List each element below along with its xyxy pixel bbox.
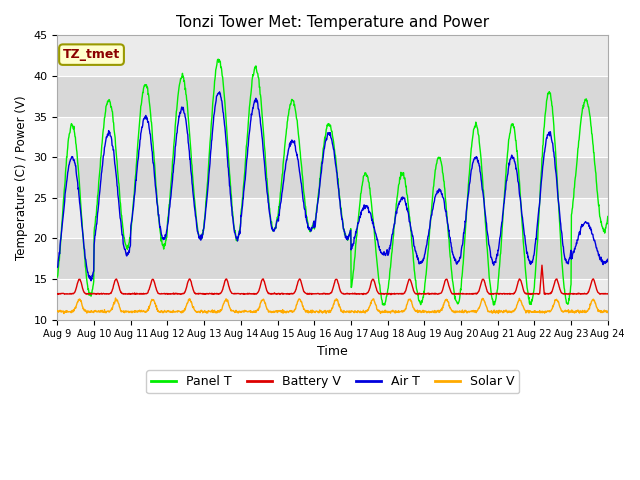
X-axis label: Time: Time — [317, 345, 348, 358]
Bar — [58, 117, 608, 157]
Legend: Panel T, Battery V, Air T, Solar V: Panel T, Battery V, Air T, Solar V — [146, 370, 519, 393]
Bar — [58, 157, 608, 198]
Bar — [58, 76, 608, 117]
Bar — [58, 279, 608, 320]
Bar — [58, 198, 608, 239]
Bar — [58, 239, 608, 279]
Text: TZ_tmet: TZ_tmet — [63, 48, 120, 61]
Bar — [58, 36, 608, 76]
Y-axis label: Temperature (C) / Power (V): Temperature (C) / Power (V) — [15, 95, 28, 260]
Title: Tonzi Tower Met: Temperature and Power: Tonzi Tower Met: Temperature and Power — [176, 15, 489, 30]
